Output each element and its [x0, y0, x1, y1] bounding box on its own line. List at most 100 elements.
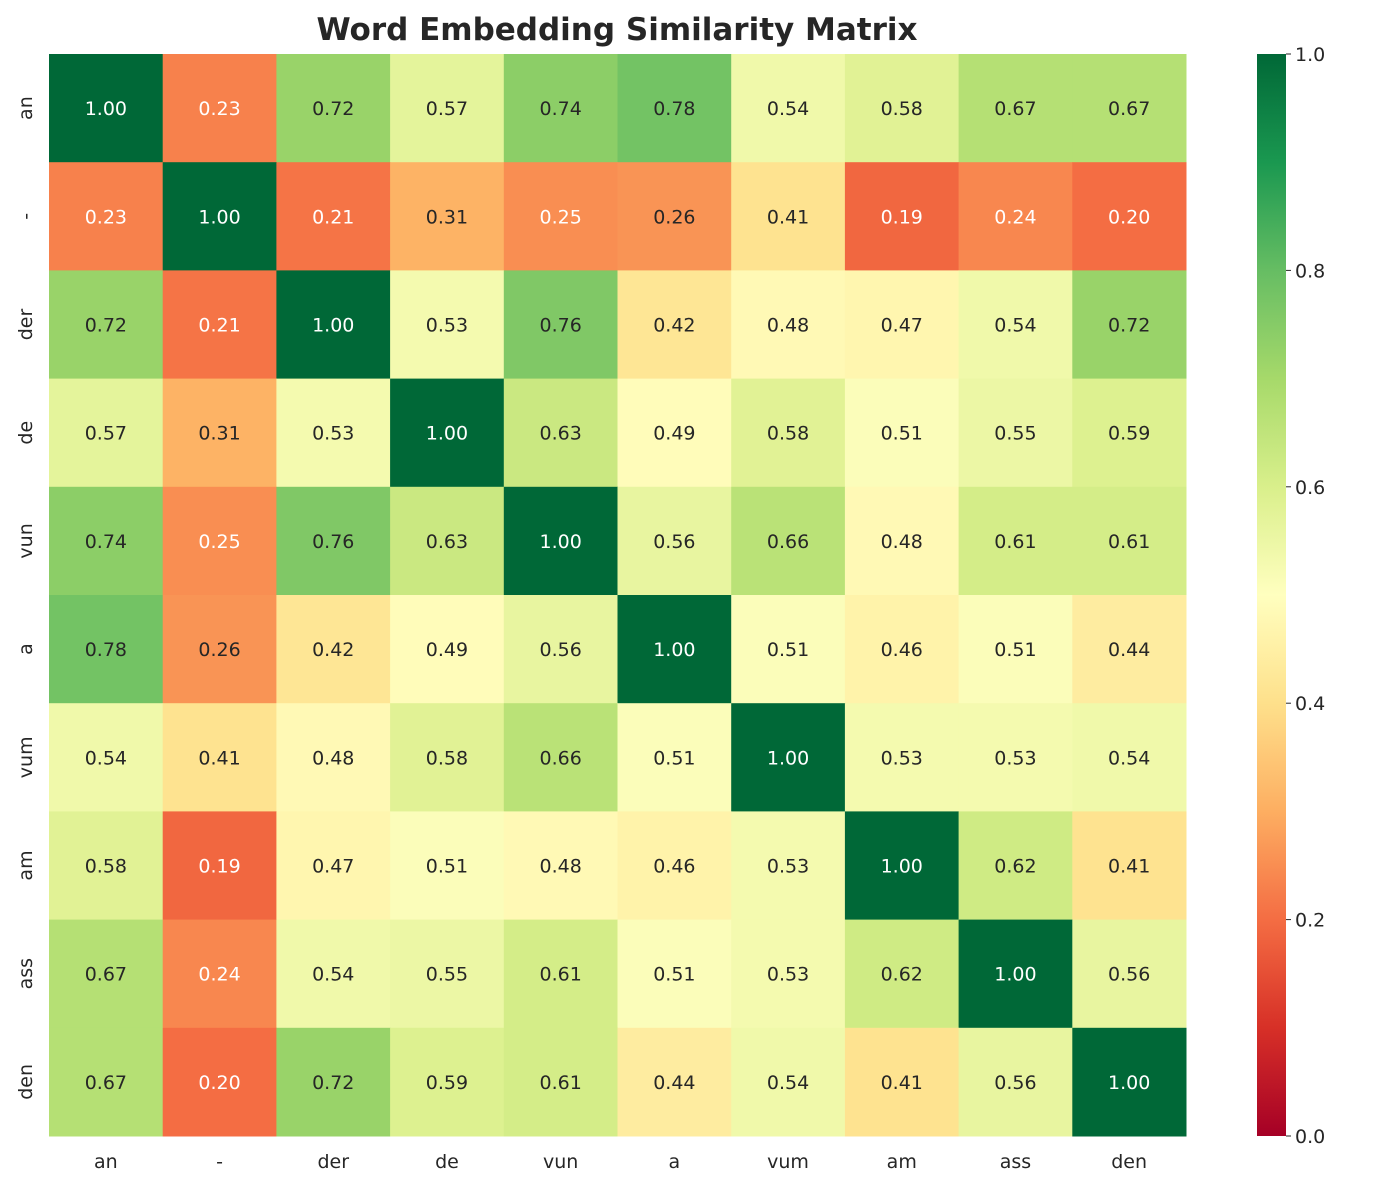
cell-label: 0.53: [767, 964, 809, 986]
heatmap-cell: [1072, 378, 1187, 488]
cell-label: 0.54: [994, 315, 1036, 337]
cell-label: 0.21: [198, 315, 240, 337]
cell-label: 0.46: [881, 639, 923, 661]
heatmap-cell: [390, 486, 505, 596]
cell-label: 0.41: [1108, 856, 1150, 878]
heatmap-cell: [617, 595, 732, 704]
y-axis: an - der de vun a vum am ass den: [15, 96, 37, 1100]
heatmap-cell: [390, 270, 505, 380]
cell-label: 0.20: [1108, 206, 1150, 228]
cell-label: 1.00: [994, 964, 1036, 986]
heatmap-cell: [1072, 54, 1187, 163]
cell-label: 0.54: [85, 747, 127, 769]
cell-label: 0.19: [881, 206, 923, 228]
cell-label: 0.56: [539, 639, 581, 661]
cell-label: 0.67: [994, 98, 1036, 120]
cell-label: 0.74: [539, 98, 581, 120]
heatmap-cell: [276, 811, 391, 921]
heatmap-cell: [958, 811, 1073, 921]
cell-label: 0.59: [1108, 423, 1150, 445]
heatmap-cell: [162, 595, 277, 704]
cell-label: 0.59: [426, 1072, 468, 1094]
y-tick-label: a: [15, 643, 37, 655]
heatmap-cell: [49, 162, 164, 271]
heatmap-cell: [844, 703, 960, 812]
colorbar-tick-label: 0.6: [1295, 477, 1325, 499]
x-tick-label: -: [216, 1151, 223, 1173]
cell-label: 0.72: [312, 98, 354, 120]
cell-label: 0.48: [767, 315, 809, 337]
heatmap-cell: [958, 270, 1073, 380]
heatmap-cell: [1072, 1027, 1187, 1137]
cell-label: 0.56: [653, 531, 695, 553]
heatmap-cell: [390, 54, 505, 163]
heatmap-cell: [617, 162, 732, 271]
heatmap-cell: [49, 595, 164, 704]
heatmap-cell: [162, 811, 277, 921]
cell-label: 0.49: [653, 423, 695, 445]
cell-label: 0.66: [767, 531, 809, 553]
heatmap-cell: [390, 595, 505, 704]
cell-label: 0.51: [653, 964, 695, 986]
cell-label: 0.54: [767, 98, 809, 120]
heatmap-cell: [162, 378, 277, 488]
heatmap-cells: 1.00 0.23 0.72 0.57 0.74 0.78 0.54 0.58 0.67 0.67…: [49, 54, 1187, 1137]
heatmap-cell: [276, 378, 391, 488]
cell-label: 0.44: [653, 1072, 695, 1094]
heatmap-cell: [958, 703, 1073, 812]
heatmap-cell: [1072, 703, 1187, 812]
cell-label: 1.00: [653, 639, 695, 661]
cell-label: 0.61: [539, 1072, 581, 1094]
cell-label: 0.53: [767, 856, 809, 878]
heatmap-cell: [731, 378, 846, 488]
cell-label: 0.74: [85, 531, 127, 553]
cell-label: 0.62: [994, 856, 1036, 878]
heatmap-cell: [731, 54, 846, 163]
cell-label: 0.51: [426, 856, 468, 878]
cell-label: 0.66: [539, 747, 581, 769]
cell-label: 0.19: [198, 856, 240, 878]
cell-label: 0.72: [1108, 315, 1150, 337]
cell-label: 0.54: [312, 964, 354, 986]
heatmap-cell: [162, 919, 277, 1029]
heatmap-cell: [958, 162, 1073, 271]
cell-label: 0.25: [539, 206, 581, 228]
heatmap-cell: [276, 919, 391, 1029]
heatmap-cell: [503, 486, 618, 596]
y-tick-label: der: [15, 309, 37, 341]
cell-label: 0.31: [426, 206, 468, 228]
cell-label: 1.00: [312, 315, 354, 337]
cell-label: 0.42: [653, 315, 695, 337]
heatmap-cell: [390, 703, 505, 812]
cell-label: 0.51: [767, 639, 809, 661]
cell-label: 0.49: [426, 639, 468, 661]
cell-label: 0.26: [653, 206, 695, 228]
heatmap-cell: [958, 595, 1073, 704]
cell-label: 0.51: [994, 639, 1036, 661]
cell-label: 1.00: [426, 423, 468, 445]
cell-label: 0.54: [1108, 747, 1150, 769]
heatmap-cell: [958, 378, 1073, 488]
cell-label: 0.47: [312, 856, 354, 878]
cell-label: 0.58: [881, 98, 923, 120]
cell-label: 0.41: [767, 206, 809, 228]
cell-label: 0.53: [426, 315, 468, 337]
heatmap-cell: [276, 595, 391, 704]
heatmap-cell: [1072, 162, 1187, 271]
heatmap-cell: [49, 1027, 164, 1137]
cell-label: 0.23: [85, 206, 127, 228]
cell-label: 0.67: [85, 1072, 127, 1094]
cell-label: 1.00: [1108, 1072, 1150, 1094]
heatmap-cell: [390, 919, 505, 1029]
cell-label: 0.67: [85, 964, 127, 986]
heatmap-cell: [503, 919, 618, 1029]
cell-label: 0.63: [539, 423, 581, 445]
y-tick-label: am: [15, 850, 37, 880]
heatmap-cell: [276, 1027, 391, 1137]
heatmap-cell: [958, 919, 1073, 1029]
cell-label: 0.41: [198, 747, 240, 769]
cell-label: 0.42: [312, 639, 354, 661]
heatmap-cell: [49, 270, 164, 380]
cell-label: 0.53: [994, 747, 1036, 769]
heatmap-cell: [503, 1027, 618, 1137]
